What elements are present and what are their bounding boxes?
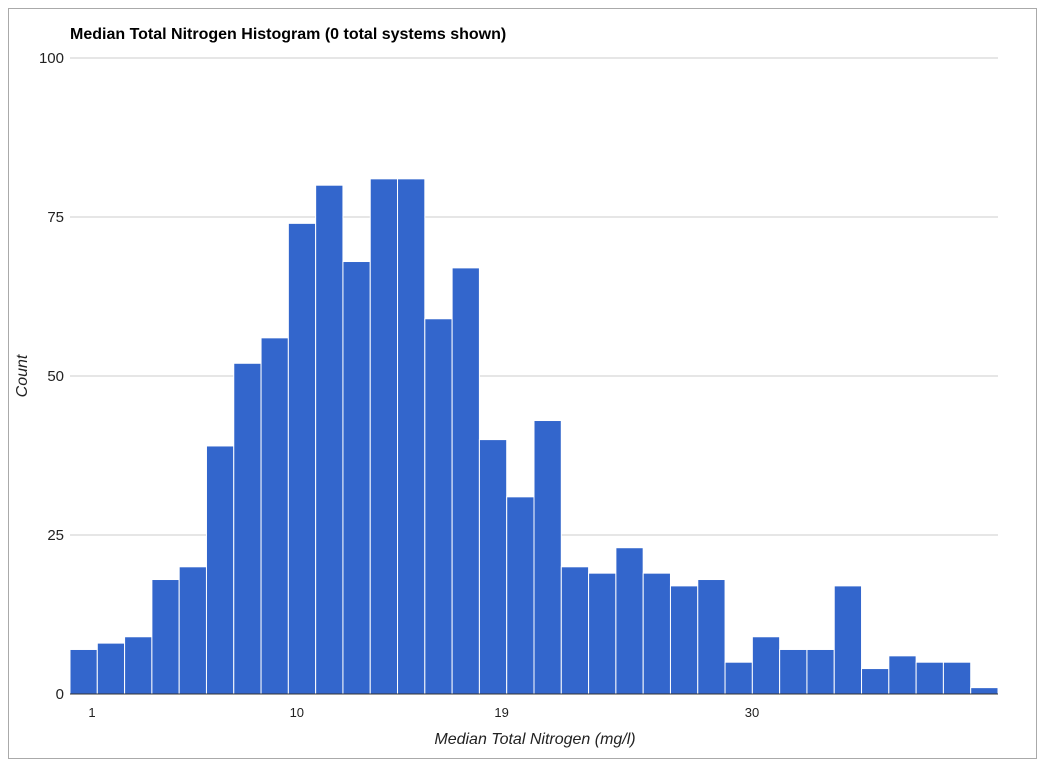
histogram-bar — [588, 572, 617, 695]
histogram-bar — [833, 585, 863, 695]
x-axis-label: Median Total Nitrogen (mg/l) — [434, 731, 635, 748]
histogram-bar — [779, 648, 808, 695]
histogram-bar — [342, 261, 371, 695]
histogram-bar — [942, 661, 972, 695]
histogram-bar — [69, 648, 98, 695]
histogram-bar — [424, 318, 453, 695]
histogram-bar — [397, 178, 426, 695]
y-tick-label: 100 — [39, 50, 64, 67]
chart-title: Median Total Nitrogen Histogram (0 total… — [70, 26, 506, 43]
histogram-bar — [642, 572, 671, 695]
histogram-bar — [506, 496, 535, 695]
histogram-bar — [533, 420, 562, 695]
histogram-bar — [751, 636, 781, 695]
histogram-bar — [478, 439, 508, 695]
histogram-bar — [806, 648, 835, 695]
histogram-bar — [124, 636, 153, 695]
x-tick-label: 1 — [88, 705, 95, 720]
histogram-bar — [697, 579, 726, 695]
histogram-bar — [205, 445, 235, 695]
x-tick-label: 19 — [494, 705, 508, 720]
x-axis-ticks: 1 10 19 30 — [88, 705, 759, 720]
histogram-bar — [151, 579, 180, 695]
histogram-bar — [669, 585, 699, 695]
y-tick-label: 50 — [47, 368, 64, 385]
y-axis-label: Count — [14, 354, 31, 397]
y-tick-label: 0 — [56, 686, 64, 703]
y-tick-label: 75 — [47, 209, 64, 226]
histogram-bar — [724, 661, 753, 695]
histogram-bar — [915, 661, 944, 695]
histogram-bar — [96, 642, 126, 695]
y-axis-ticks: 0 25 50 75 100 — [39, 50, 64, 703]
histogram-bar — [260, 337, 289, 695]
histogram-bar — [888, 655, 917, 695]
histogram-bar — [861, 668, 890, 695]
histogram-bar — [287, 222, 317, 695]
bars — [69, 178, 999, 695]
y-tick-label: 25 — [47, 527, 64, 544]
histogram-bar — [315, 184, 344, 695]
histogram-bar — [233, 362, 262, 695]
histogram-bar — [369, 178, 399, 695]
histogram-bar — [970, 687, 999, 695]
histogram-bar — [615, 547, 644, 695]
histogram-bar — [178, 566, 207, 695]
histogram-bar — [451, 267, 480, 695]
histogram-bar — [560, 566, 590, 695]
x-tick-label: 10 — [290, 705, 304, 720]
x-tick-label: 30 — [745, 705, 759, 720]
